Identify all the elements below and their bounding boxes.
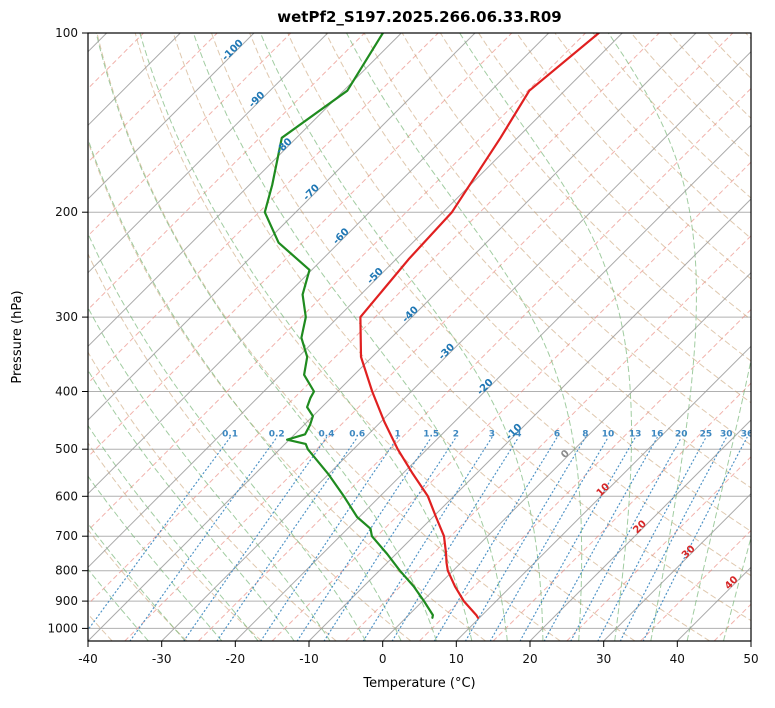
plot-frame <box>87 32 752 642</box>
isotherms-major <box>88 33 751 641</box>
svg-text:20: 20 <box>631 518 649 536</box>
svg-text:30: 30 <box>680 543 698 561</box>
svg-text:30: 30 <box>720 430 733 440</box>
x-axis-ticks: -40 -30 -20 -10 0 10 20 30 40 50 <box>78 641 759 666</box>
moist-adiabats <box>88 33 751 641</box>
dry-adiabats <box>88 33 751 641</box>
svg-text:0: 0 <box>379 652 387 666</box>
svg-text:20: 20 <box>675 430 688 440</box>
chart-title: wetPf2_S197.2025.266.06.33.R09 <box>277 8 562 26</box>
svg-text:-20: -20 <box>475 377 496 398</box>
svg-text:600: 600 <box>55 489 78 503</box>
svg-text:-40: -40 <box>400 305 421 326</box>
svg-text:0.4: 0.4 <box>319 430 335 440</box>
svg-text:1000: 1000 <box>47 621 78 635</box>
svg-text:0.1: 0.1 <box>222 430 238 440</box>
svg-text:40: 40 <box>723 574 741 592</box>
svg-text:-10: -10 <box>299 652 319 666</box>
svg-text:400: 400 <box>55 385 78 399</box>
svg-text:-40: -40 <box>78 652 98 666</box>
svg-text:-60: -60 <box>331 226 352 247</box>
svg-text:10: 10 <box>449 652 464 666</box>
isobar-gridlines <box>88 33 751 629</box>
svg-text:20: 20 <box>522 652 537 666</box>
svg-text:-30: -30 <box>437 342 458 363</box>
svg-text:10: 10 <box>602 430 615 440</box>
svg-text:0: 0 <box>559 448 572 461</box>
svg-text:100: 100 <box>55 26 78 40</box>
svg-text:200: 200 <box>55 205 78 219</box>
isotherms-minor <box>88 33 751 641</box>
sounding-dewpoint-line <box>263 33 434 619</box>
svg-text:800: 800 <box>55 564 78 578</box>
svg-text:0.6: 0.6 <box>349 430 365 440</box>
svg-text:13: 13 <box>629 430 642 440</box>
plot-area: -100-90-80-70-60-50-40-30-20-10010203040… <box>88 33 754 641</box>
x-axis-label: Temperature (°C) <box>363 676 476 691</box>
svg-text:1: 1 <box>394 430 400 440</box>
svg-text:-50: -50 <box>365 266 386 287</box>
svg-text:-70: -70 <box>301 183 322 204</box>
svg-text:40: 40 <box>670 652 685 666</box>
svg-text:-20: -20 <box>225 652 245 666</box>
svg-text:2: 2 <box>453 430 459 440</box>
y-axis-ticks: 100 200 300 400 500 600 700 800 900 1000 <box>47 26 88 635</box>
svg-text:25: 25 <box>700 430 713 440</box>
svg-text:-100: -100 <box>220 38 246 64</box>
svg-text:500: 500 <box>55 442 78 456</box>
svg-text:0.2: 0.2 <box>269 430 285 440</box>
svg-text:50: 50 <box>743 652 758 666</box>
svg-text:-30: -30 <box>152 652 172 666</box>
svg-text:16: 16 <box>651 430 664 440</box>
svg-text:-90: -90 <box>247 90 268 111</box>
svg-text:300: 300 <box>55 310 78 324</box>
svg-text:1.5: 1.5 <box>423 430 439 440</box>
svg-text:-80: -80 <box>274 136 295 157</box>
svg-text:4: 4 <box>515 430 521 440</box>
svg-text:8: 8 <box>582 430 588 440</box>
mixing-ratio-labels: 0.1 0.2 0.4 0.6 1 1.5 2 3 4 6 8 10 13 16 20 25 30 36 <box>222 430 754 440</box>
y-axis-label: Pressure (hPa) <box>10 290 25 384</box>
svg-text:36: 36 <box>741 430 754 440</box>
svg-text:30: 30 <box>596 652 611 666</box>
svg-text:6: 6 <box>554 430 560 440</box>
svg-text:900: 900 <box>55 594 78 608</box>
sounding-temperature-line <box>359 33 600 619</box>
svg-text:3: 3 <box>489 430 495 440</box>
mixing-ratio-lines <box>88 436 748 641</box>
svg-text:700: 700 <box>55 529 78 543</box>
